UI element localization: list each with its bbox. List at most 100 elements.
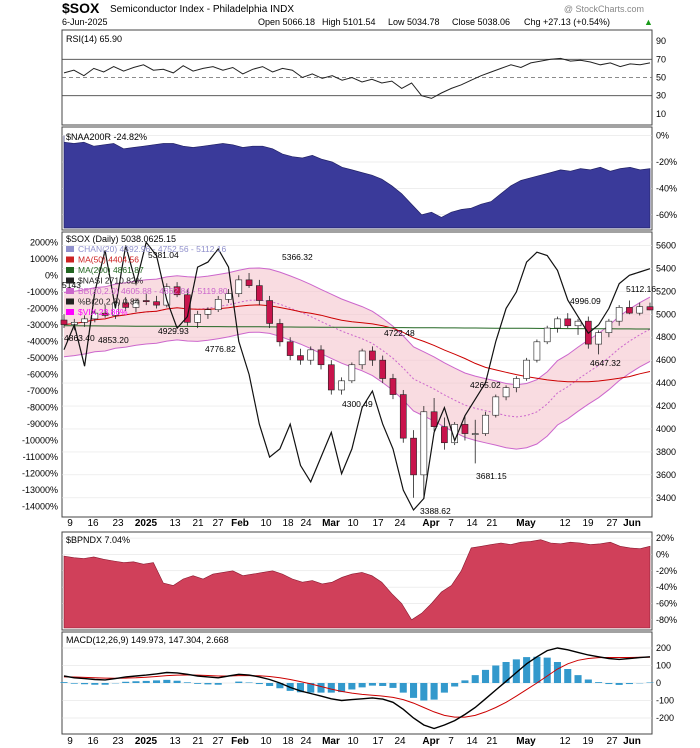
legend-swatch <box>66 309 74 315</box>
macd-tick-label: -100 <box>656 696 674 706</box>
x-axis-label: 21 <box>486 518 498 529</box>
bpndx-tick-label: -80% <box>656 615 677 625</box>
rsi-tick-label: 50 <box>656 73 666 83</box>
candle-body <box>399 394 407 439</box>
x-axis-label: Apr <box>422 518 439 529</box>
x-axis-label: 10 <box>260 518 272 529</box>
legend-swatch <box>66 298 74 305</box>
price-annotation: 3388.62 <box>420 506 451 516</box>
x-axis-label: 19 <box>582 518 594 529</box>
price-tick-label: 4600 <box>656 355 676 365</box>
price-left-tick-label: -2000% <box>27 303 58 313</box>
x-axis-label: 9 <box>67 518 73 529</box>
x-axis-label: 27 <box>212 736 224 747</box>
price-annotation: 4863.40 <box>64 333 95 343</box>
candle-body <box>369 350 376 361</box>
chart-header: $SOX Semiconductor Index - Philadelphia … <box>62 0 653 27</box>
macd-histogram-bar <box>451 683 459 687</box>
close: Close 5038.06 <box>452 17 510 27</box>
price-left-tick-label: -8000% <box>27 403 58 413</box>
candle-body <box>513 378 520 388</box>
x-axis-label: 17 <box>372 518 384 529</box>
candle-body <box>112 302 119 316</box>
price-left-tick-label: -1000% <box>27 287 58 297</box>
macd-histogram-bar <box>183 682 191 683</box>
x-axis-label: 7 <box>448 736 454 747</box>
rsi-tick-label: 30 <box>656 91 666 101</box>
candle-body <box>101 312 109 316</box>
price-tick-label: 4000 <box>656 424 676 434</box>
x-axis-label: 24 <box>394 518 406 529</box>
price-annotation: 3681.15 <box>476 471 507 481</box>
rsi-label: RSI(14) 65.90 <box>66 34 122 44</box>
bollinger-lower-line <box>63 331 651 450</box>
candle-body <box>60 319 68 325</box>
macd-histogram-bar <box>296 683 304 693</box>
candle-body <box>122 302 130 308</box>
macd-histogram-bar <box>471 675 479 683</box>
candle-body <box>225 293 232 300</box>
macd-histogram-bar <box>379 683 387 686</box>
candle-body <box>81 318 88 323</box>
x-axis-label: Jun <box>623 736 641 747</box>
macd-histogram-bar <box>646 682 654 683</box>
price-label: $SOX (Daily) 5038.0625.15 <box>66 234 176 244</box>
macd-histogram-bar <box>122 681 130 683</box>
legend-entry: BB(20,2.0) 4605.88 - 4862.84 - 5119.80 <box>78 286 228 296</box>
x-axis-label: Mar <box>322 736 340 747</box>
naa-panel <box>61 126 653 231</box>
legend-swatch <box>66 246 74 252</box>
macd-histogram-bar <box>368 683 376 686</box>
candle-body <box>338 380 345 391</box>
price-left-tick-label: 1000% <box>30 254 58 264</box>
naa-tick-label: 0% <box>656 131 669 141</box>
candle-body <box>194 313 201 323</box>
price-left-tick-label: -9000% <box>27 419 58 429</box>
bpndx-area <box>63 539 651 629</box>
macd-signal-line <box>63 656 650 718</box>
naa-label: $NAA200R -24.82% <box>66 132 147 142</box>
macd-histogram-bar <box>70 683 78 684</box>
date: 6-Jun-2025 <box>62 17 108 27</box>
open: Open 5066.18 <box>258 17 315 27</box>
price-annotation: 4265.02 <box>470 380 501 390</box>
x-axis-label: 23 <box>112 736 124 747</box>
price-left-tick-label: -10000% <box>22 436 58 446</box>
x-axis-label: May <box>516 518 536 529</box>
price-annotation: 5381.04 <box>148 250 179 260</box>
x-axis-label: 10 <box>347 518 359 529</box>
macd-histogram-bar <box>440 683 448 693</box>
x-axis-label: 21 <box>192 736 204 747</box>
rsi-tick-label: 10 <box>656 109 666 119</box>
macd-histogram-bar <box>317 683 325 693</box>
legend-entry: MA(50) 4404.56 <box>78 255 139 265</box>
price-legend: CHAN(20) 4392.96 - 4752.56 - 5112.16MA(5… <box>66 244 228 317</box>
low: Low 5034.78 <box>388 17 440 27</box>
candle-body <box>615 307 623 322</box>
x-axis-label: 24 <box>300 518 312 529</box>
macd-histogram-bar <box>255 683 263 685</box>
x-axis-label: 14 <box>466 736 478 747</box>
macd-histogram-bar <box>502 662 510 683</box>
x-axis-label: 2025 <box>135 736 158 747</box>
bpndx-label: $BPNDX 7.04% <box>66 535 130 545</box>
macd-histogram-bar <box>173 680 181 683</box>
legend-entry: %B(20,2.0) 0.84 <box>78 297 140 307</box>
symbol-name: Semiconductor Index - Philadelphia INDX <box>110 4 294 15</box>
bpndx-tick-label: -20% <box>656 566 677 576</box>
candle-body <box>502 387 510 398</box>
x-axis-label: 23 <box>112 518 124 529</box>
x-axis-label: 17 <box>372 736 384 747</box>
candle-body <box>245 279 253 286</box>
macd-histogram-bar <box>574 675 582 683</box>
macd-tick-label: 100 <box>656 661 671 671</box>
candle-body <box>307 349 315 361</box>
macd-histogram-bar <box>348 683 356 690</box>
macd-histogram-bar <box>615 683 623 685</box>
candle-body <box>389 378 397 395</box>
macd-histogram-bar <box>266 683 274 686</box>
naa-tick-label: -20% <box>656 157 677 167</box>
legend-entry: $NASI 2710.82% <box>78 276 144 286</box>
price-left-tick-label: 0% <box>45 270 58 280</box>
price-annotation: 5366.32 <box>282 252 313 262</box>
